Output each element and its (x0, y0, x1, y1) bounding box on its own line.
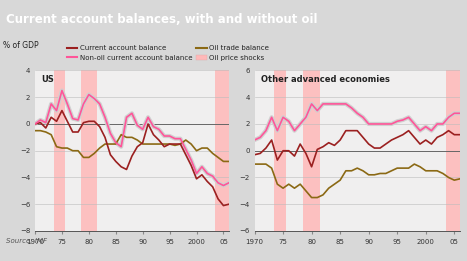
Text: Current account balances, with and without oil: Current account balances, with and witho… (6, 13, 317, 26)
Text: US: US (41, 75, 54, 84)
Bar (275, 70, 286, 231)
Bar (303, 70, 320, 231)
Text: Other advanced economies: Other advanced economies (261, 75, 389, 84)
Bar (215, 70, 232, 231)
Bar (54, 70, 64, 231)
Bar (446, 70, 463, 231)
Bar (81, 70, 97, 231)
Legend: Current account balance, Non-oil current account balance, Oil trade balance, Oil: Current account balance, Non-oil current… (64, 42, 272, 63)
Text: % of GDP: % of GDP (3, 40, 39, 50)
Text: Source: IMF: Source: IMF (7, 239, 48, 245)
